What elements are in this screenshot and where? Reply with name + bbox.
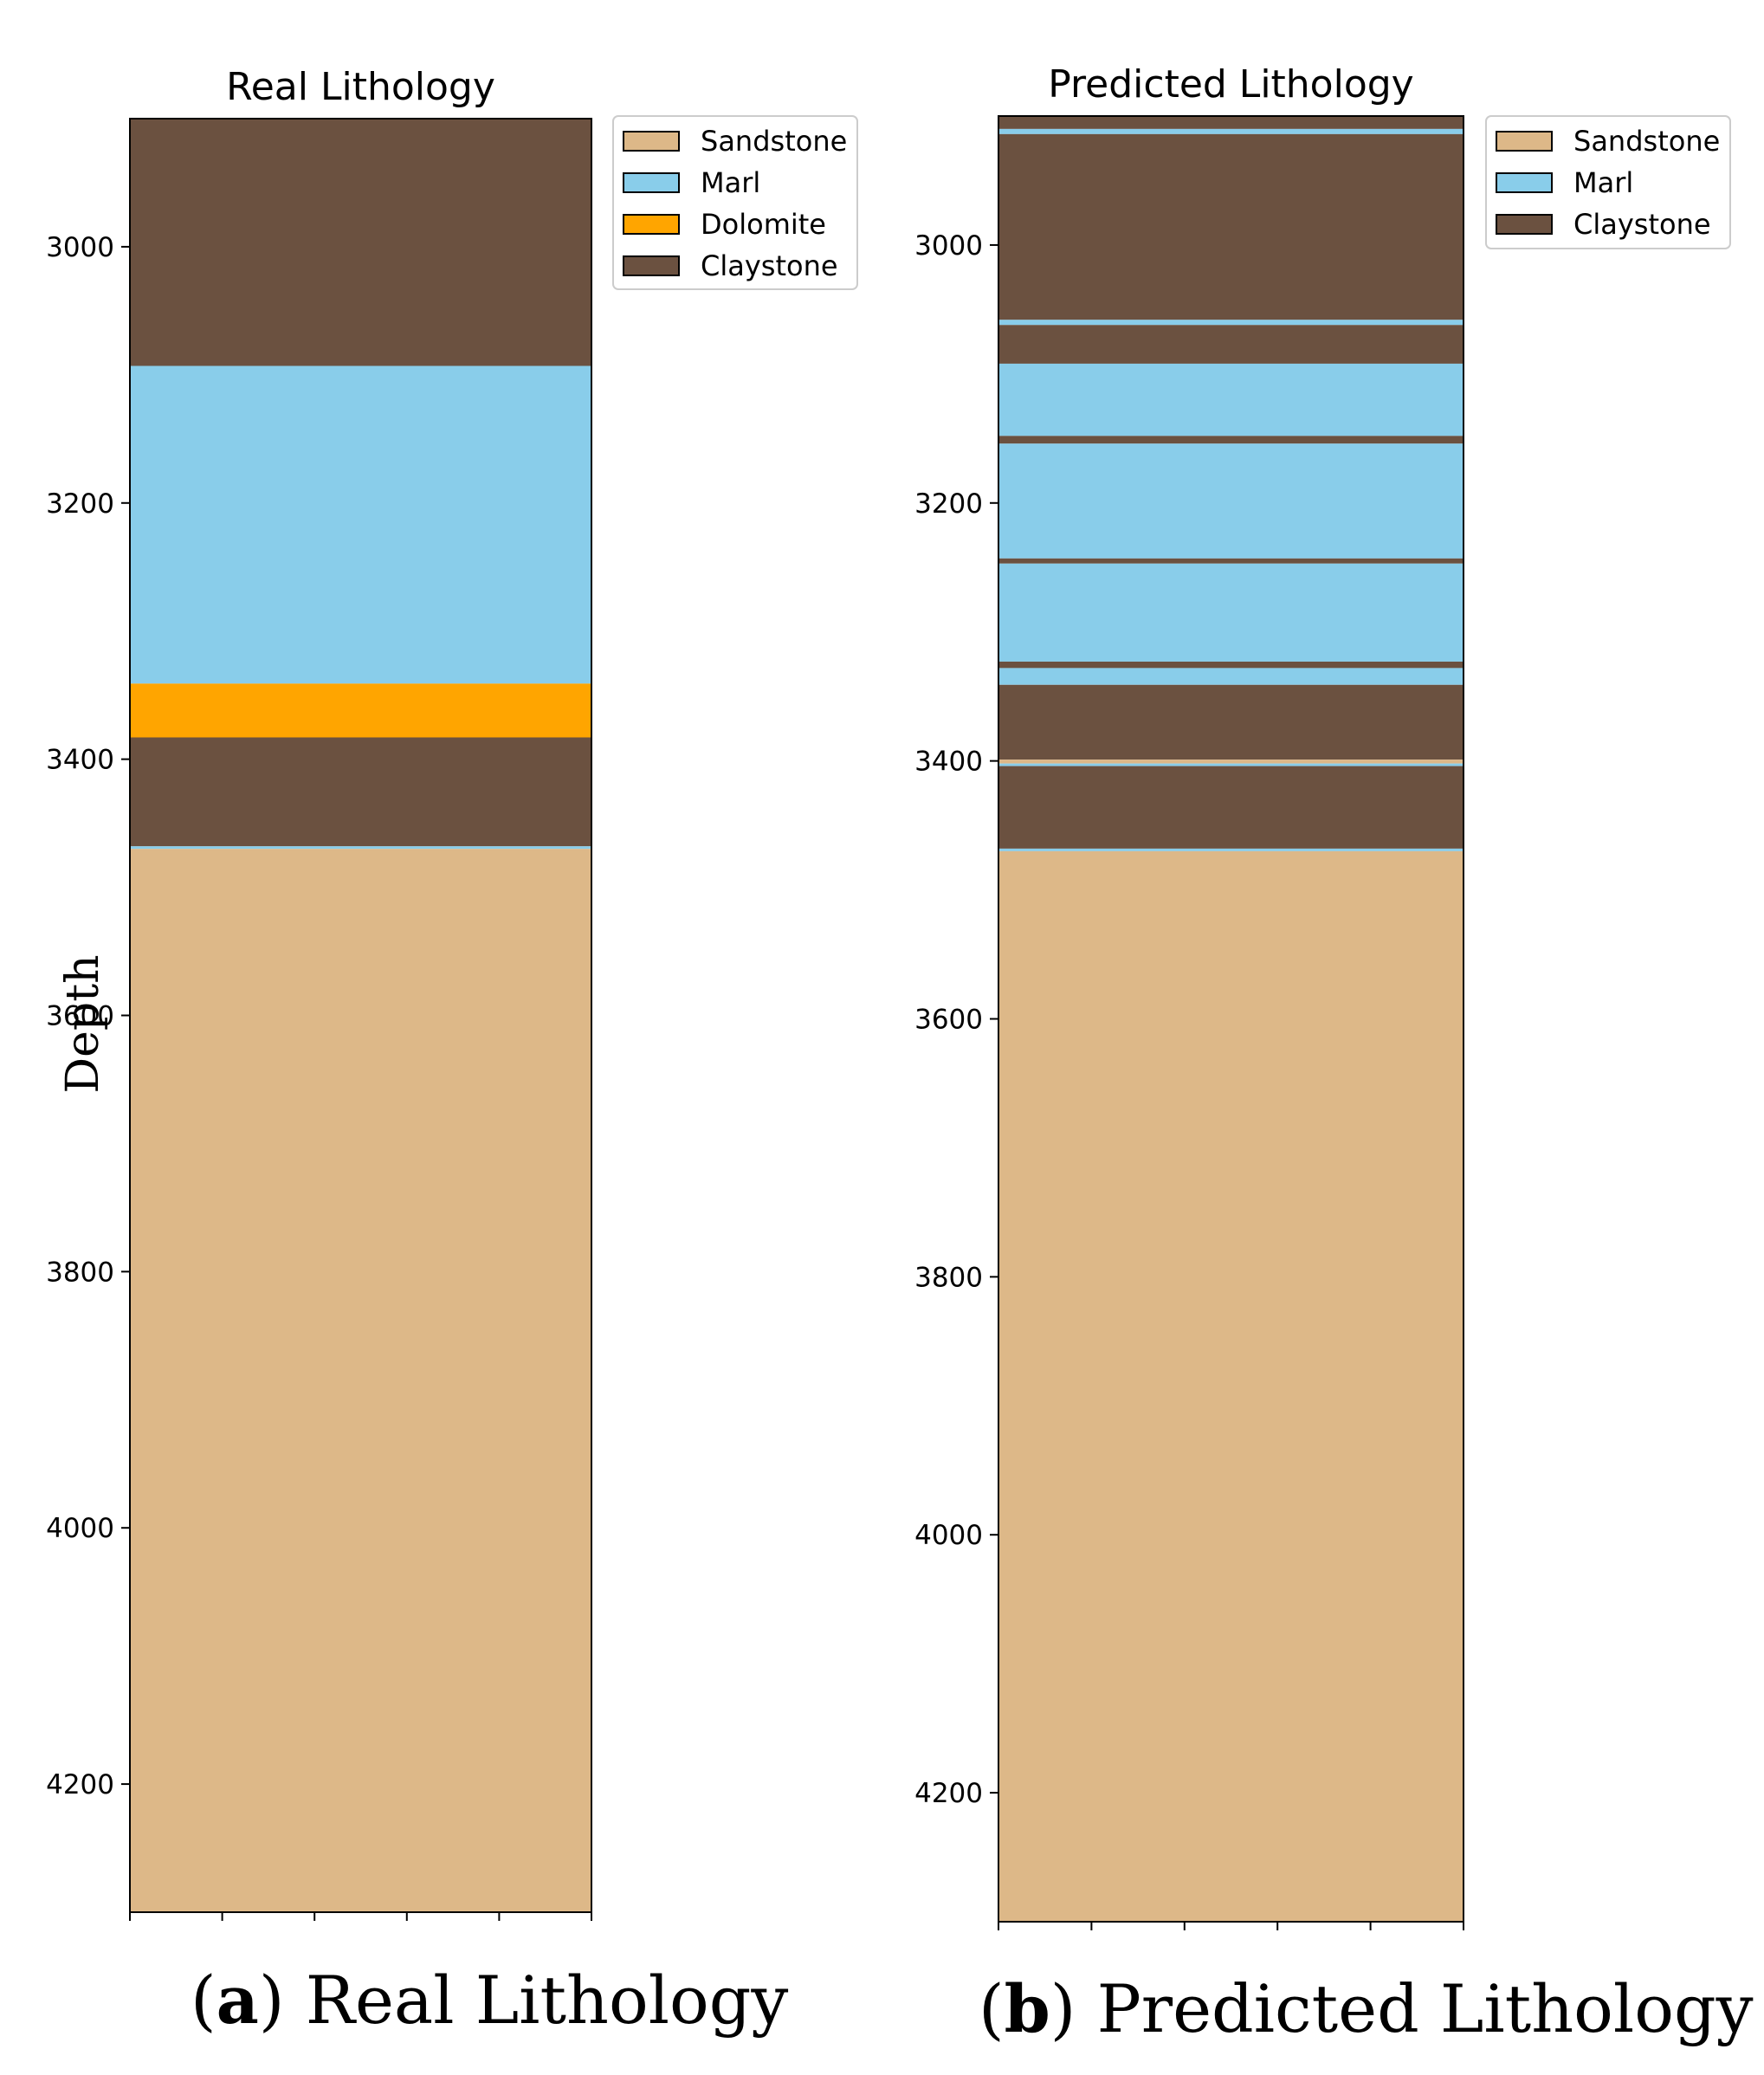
interval-claystone-2 xyxy=(998,133,1464,320)
interval-marl-9 xyxy=(998,563,1464,662)
caption-b: (b) Predicted Lithology xyxy=(979,1970,1754,2047)
interval-sandstone-5 xyxy=(130,849,591,1912)
real-lithology-panel: Real Lithology 3000 3200 3400 3600 3800 4000 42… xyxy=(46,65,858,1921)
legend-label-dolomite: Dolomite xyxy=(701,208,826,241)
legend: Sandstone Marl Dolomite Claystone xyxy=(612,115,858,290)
interval-marl-14 xyxy=(998,763,1464,766)
interval-claystone-0 xyxy=(998,116,1464,129)
interval-claystone-15 xyxy=(998,766,1464,849)
interval-claystone-4 xyxy=(998,325,1464,364)
y-tick-label: 3400 xyxy=(914,747,983,778)
legend-swatch-sandstone xyxy=(1496,131,1553,152)
caption-a-letter: a xyxy=(216,1962,259,2039)
predicted-lithology-panel: Predicted Lithology 3000 3200 3400 3600 3800 4… xyxy=(914,62,1731,1930)
y-tick-label: 3200 xyxy=(914,488,983,520)
legend-label-claystone: Claystone xyxy=(701,249,838,282)
interval-claystone-0 xyxy=(130,119,591,366)
caption-b-letter: b xyxy=(1004,1970,1050,2047)
interval-claystone-12 xyxy=(998,684,1464,760)
y-tick-label: 4000 xyxy=(914,1520,983,1551)
legend-swatch-sandstone xyxy=(623,131,680,152)
interval-marl-11 xyxy=(998,668,1464,685)
legend-label-sandstone: Sandstone xyxy=(701,125,847,158)
legend-label-sandstone: Sandstone xyxy=(1573,125,1720,158)
chart-title: Predicted Lithology xyxy=(1048,62,1413,107)
caption-b-text: Predicted Lithology xyxy=(1096,1970,1754,2047)
interval-sandstone-17 xyxy=(998,850,1464,1923)
interval-marl-5 xyxy=(998,363,1464,436)
y-tick-label: 3600 xyxy=(914,1005,983,1036)
y-tick-label: 3000 xyxy=(46,232,114,263)
caption-a: (a) Real Lithology xyxy=(191,1962,789,2039)
interval-claystone-3 xyxy=(130,737,591,847)
legend-swatch-claystone xyxy=(1496,214,1553,235)
interval-claystone-10 xyxy=(998,661,1464,669)
interval-claystone-6 xyxy=(998,436,1464,444)
interval-marl-3 xyxy=(998,320,1464,326)
y-tick-label: 4000 xyxy=(46,1513,114,1544)
y-tick-label: 3600 xyxy=(46,1001,114,1032)
y-tick-label: 3000 xyxy=(914,230,983,262)
chart-title: Real Lithology xyxy=(226,65,495,109)
legend-label-claystone: Claystone xyxy=(1573,208,1711,241)
y-axis-label: Depth xyxy=(57,954,109,1093)
y-tick-label: 3800 xyxy=(46,1257,114,1288)
legend-box xyxy=(612,115,858,290)
y-tick-label: 4200 xyxy=(914,1778,983,1809)
legend-swatch-marl xyxy=(1496,172,1553,193)
interval-dolomite-2 xyxy=(130,683,591,738)
legend-label-marl: Marl xyxy=(701,166,760,199)
legend: Sandstone Marl Claystone xyxy=(1485,115,1731,249)
legend-swatch-marl xyxy=(623,172,680,193)
legend-label-marl: Marl xyxy=(1573,166,1633,199)
interval-marl-1 xyxy=(998,128,1464,134)
legend-swatch-claystone xyxy=(623,255,680,276)
caption-a-text: Real Lithology xyxy=(305,1962,789,2039)
legend-swatch-dolomite xyxy=(623,214,680,235)
interval-marl-7 xyxy=(998,443,1464,559)
interval-marl-4 xyxy=(130,846,591,850)
interval-claystone-8 xyxy=(998,558,1464,564)
y-tick-label: 3200 xyxy=(46,488,114,520)
interval-marl-1 xyxy=(130,365,591,684)
interval-marl-16 xyxy=(998,848,1464,851)
interval-sandstone-13 xyxy=(998,760,1464,764)
y-tick-label: 4200 xyxy=(46,1769,114,1800)
y-tick-label: 3400 xyxy=(46,745,114,776)
y-tick-label: 3800 xyxy=(914,1262,983,1293)
